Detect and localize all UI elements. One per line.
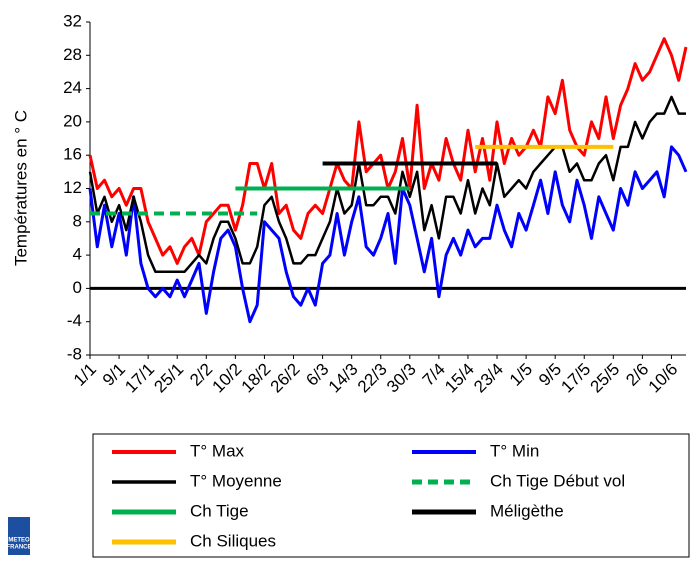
y-tick-label: 24 bbox=[63, 78, 82, 97]
y-axis-label: Températures en ° C bbox=[11, 110, 30, 266]
x-tick-label: 23/4 bbox=[470, 360, 507, 397]
x-tick-label: 25/1 bbox=[150, 360, 187, 397]
legend-label: T° Min bbox=[490, 441, 539, 460]
series-line bbox=[88, 145, 688, 324]
x-tick-label: 10/2 bbox=[209, 360, 246, 397]
x-tick-label: 30/3 bbox=[383, 360, 420, 397]
logo bbox=[8, 517, 30, 555]
y-tick-label: 28 bbox=[63, 45, 82, 64]
y-tick-label: 8 bbox=[73, 211, 82, 230]
x-tick-label: 10/6 bbox=[645, 360, 682, 397]
y-tick-label: 12 bbox=[63, 178, 82, 197]
x-tick-label: 22/3 bbox=[354, 360, 391, 397]
x-tick-label: 25/5 bbox=[586, 360, 623, 397]
x-tick-label: 17/5 bbox=[557, 360, 594, 397]
x-tick-label: 15/4 bbox=[441, 360, 478, 397]
legend-box bbox=[92, 433, 690, 558]
legend-label: Ch Tige bbox=[190, 501, 249, 520]
y-tick-label: -8 bbox=[67, 344, 82, 363]
x-tick-label: 14/3 bbox=[325, 360, 362, 397]
legend-label: Ch Siliques bbox=[190, 531, 276, 550]
legend-label: Ch Tige Début vol bbox=[490, 471, 625, 490]
series-line bbox=[88, 95, 686, 274]
x-tick-label: 26/2 bbox=[267, 360, 304, 397]
legend-label: T° Max bbox=[190, 441, 245, 460]
logo-text: FRANCE bbox=[7, 545, 32, 551]
legend-label: Méligèthe bbox=[490, 501, 564, 520]
y-tick-label: 0 bbox=[73, 278, 82, 297]
x-tick-label: 17/1 bbox=[121, 360, 158, 397]
x-tick-label: 18/2 bbox=[238, 360, 275, 397]
logo-text: METEO bbox=[8, 538, 30, 544]
x-tick-label: 1/5 bbox=[506, 360, 536, 390]
legend-label: T° Moyenne bbox=[190, 471, 282, 490]
y-tick-label: -4 bbox=[67, 311, 82, 330]
y-tick-label: 20 bbox=[63, 111, 82, 130]
x-tick-label: 1/1 bbox=[70, 360, 100, 390]
y-tick-label: 32 bbox=[63, 11, 82, 30]
series-line bbox=[88, 37, 688, 265]
y-tick-label: 16 bbox=[63, 145, 82, 164]
y-tick-label: 4 bbox=[73, 245, 82, 264]
